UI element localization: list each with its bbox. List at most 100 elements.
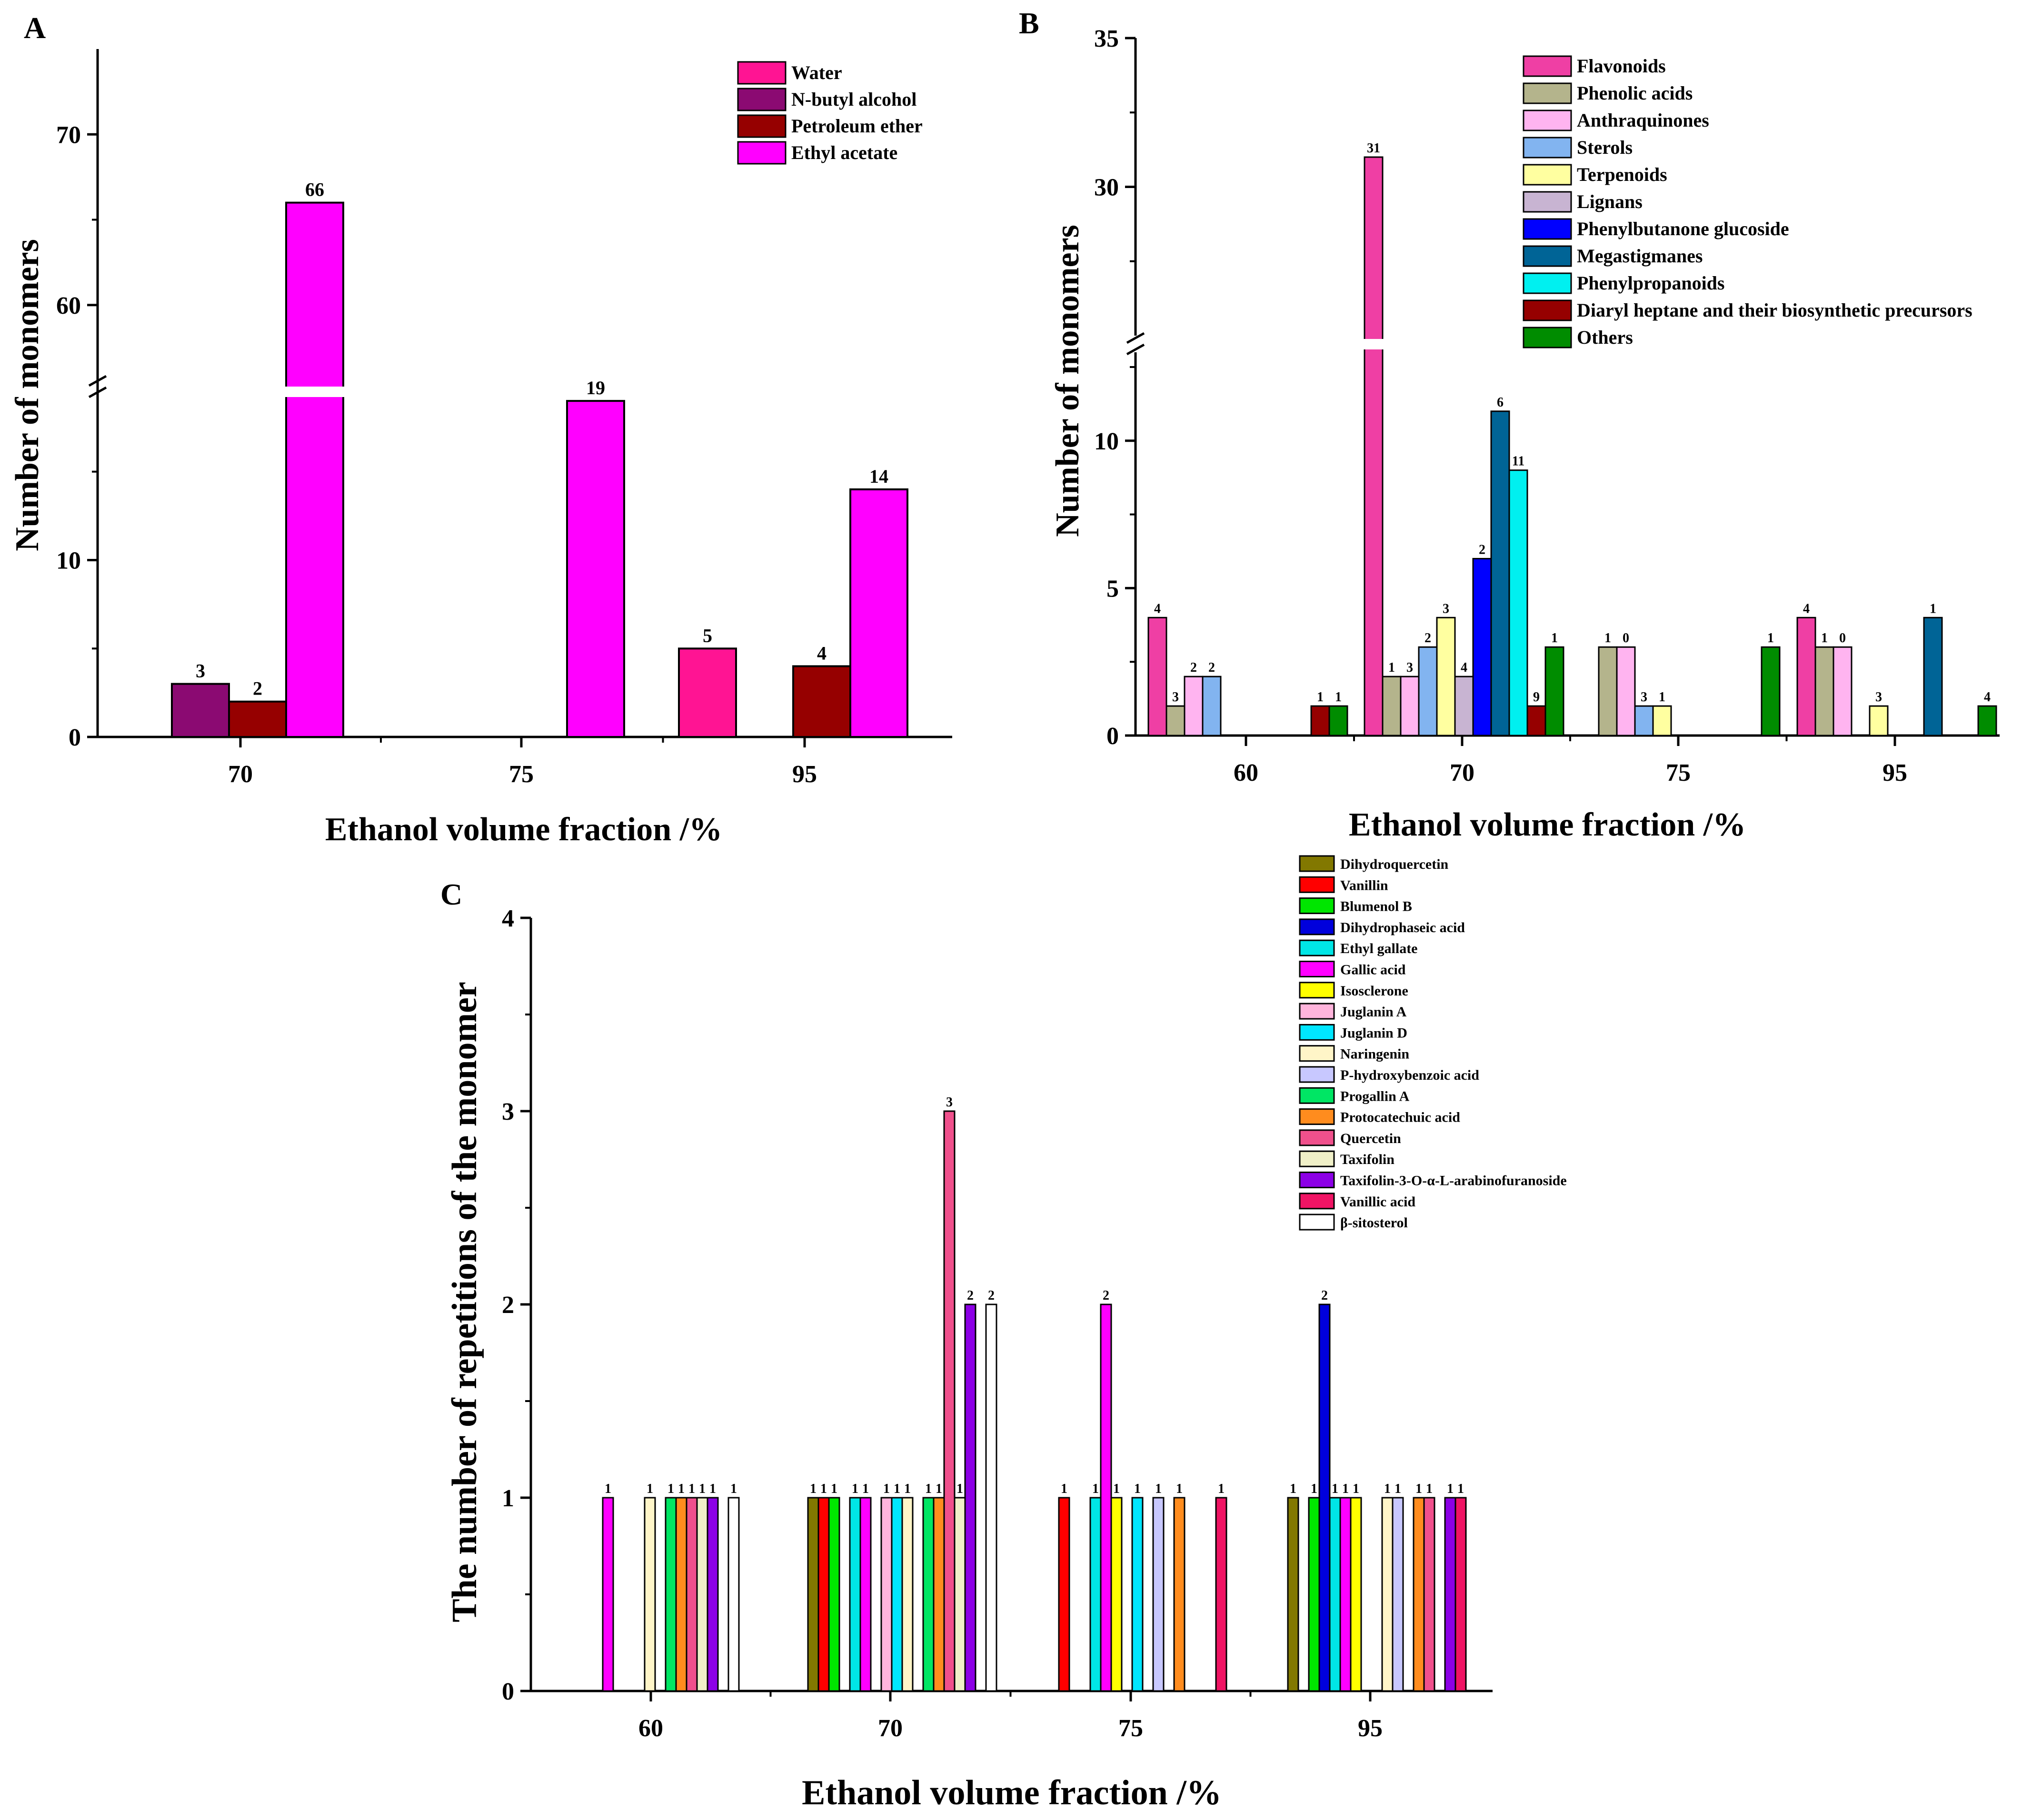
panel-c-bar-sitosterol [985, 1303, 997, 1692]
panel-c-bar-label: 1 [925, 1482, 932, 1496]
panel-c-bar-label: 1 [1415, 1482, 1422, 1496]
panel-a-bar-label: 14 [869, 466, 888, 487]
panel-b-bar-label: 4 [1803, 601, 1810, 616]
panel-b-y-tick-label: 0 [1106, 723, 1119, 750]
panel-c-bar-label: 1 [709, 1482, 716, 1496]
panel-c-bar-naringenin [901, 1497, 914, 1692]
panel-c-legend-swatch-vanillic-acid [1299, 1193, 1335, 1210]
panel-b-bar-sterols [1634, 705, 1654, 736]
panel-a-axis-break-b [88, 375, 107, 387]
panel-c-legend-label: Taxifolin-3-O-α-L-arabinofuranoside [1340, 1173, 1567, 1189]
panel-b-bar-label: 1 [1821, 631, 1828, 646]
panel-a-x-tick-label: 95 [792, 761, 817, 788]
panel-c-bar-gallic-acid [602, 1497, 614, 1692]
panel-a-legend-swatch-n-butyl-alcohol [737, 88, 787, 111]
panel-c-legend-label: Gallic acid [1340, 962, 1406, 978]
panel-c-bar-dihydroquercetin [1287, 1497, 1299, 1692]
panel-b-bar-anthraquinones [1184, 676, 1204, 736]
panel-b-legend-swatch-others [1523, 327, 1572, 348]
panel-c-bar-label: 1 [810, 1482, 817, 1496]
panel-a-legend: Water N-butyl alcohol Petroleum ether Ethyl… [737, 61, 923, 165]
panel-c-legend-label: β-sitosterol [1340, 1215, 1408, 1231]
panel-a-legend-label: N-butyl alcohol [791, 89, 916, 110]
panel-c-axes: 0 1 2 3 4 60 70 75 95 Ethanol volume fraction /% T… [445, 905, 1493, 1812]
panel-b-bar-label: 3 [1443, 601, 1449, 616]
panel-b-bar-sterols [1202, 676, 1222, 736]
panel-c-bar-label: 1 [1395, 1482, 1401, 1496]
panel-c-bar-vanillic-acid [1215, 1497, 1227, 1692]
panel-b-bar-label: 1 [1388, 660, 1395, 675]
panel-a-bar-label: 2 [253, 678, 262, 699]
panel-c-bar-ethyl-gallate [849, 1497, 861, 1692]
panel-b-x-axis-title: Ethanol volume fraction /% [1349, 806, 1746, 843]
panel-c-bar-taxifolin [696, 1497, 708, 1692]
panel-a-y-tick-label: 10 [56, 547, 81, 575]
panel-c-bar-label: 1 [831, 1482, 837, 1496]
panel-a-y-tick-label: 70 [56, 121, 81, 149]
panel-c-bar-gallic-acid [1100, 1303, 1112, 1692]
panel-c-legend-swatch-protocatechuic-acid [1299, 1108, 1335, 1125]
panel-b-legend-label: Sterols [1577, 137, 1633, 158]
panel-b-bar-anthraquinones [1616, 646, 1636, 736]
panel-b-bar-sterols [1418, 646, 1438, 736]
panel-c-y-tick-label: 2 [502, 1292, 514, 1319]
panel-c-bar-juglanin-a [880, 1497, 893, 1692]
panel-b-bar-megastigmanes [1490, 410, 1510, 736]
panel-a-bar-petroleum-ether [228, 700, 287, 738]
panel-b-bar-label: 1 [1335, 690, 1342, 705]
panel-c-bar-vanillin [1058, 1497, 1070, 1692]
panel-b-x-tick-label: 70 [1450, 759, 1474, 786]
panel-a-legend-label: Petroleum ether [791, 115, 923, 137]
panel-c-legend-swatch-gallic-acid [1299, 961, 1335, 977]
panel-c-x-tick-label: 70 [878, 1715, 903, 1742]
panel-c-bar-ethyl-gallate [1089, 1497, 1102, 1692]
panel-c-legend-label: Isosclerone [1340, 983, 1408, 999]
panel-c-legend-label: Ethyl gallate [1340, 941, 1418, 956]
panel-b-bar-label: 31 [1367, 141, 1380, 156]
panel-c-x-tick-label: 60 [638, 1715, 663, 1742]
panel-c-bar-label: 2 [967, 1288, 974, 1303]
panel-c-bar-label: 1 [1113, 1482, 1120, 1496]
panel-b-x-tick-label: 95 [1883, 759, 1907, 786]
panel-c-legend-swatch-dihydroquercetin [1299, 855, 1335, 872]
panel-c-bar-label: 1 [667, 1482, 674, 1496]
panel-c-bar-label: 1 [1218, 1482, 1225, 1496]
panel-c-bar-juglanin-d [891, 1497, 903, 1692]
panel-b-legend-label: Phenylbutanone glucoside [1577, 218, 1789, 239]
panel-c-bar-label: 1 [688, 1482, 695, 1496]
panel-a-bar-label: 5 [703, 625, 712, 646]
panel-b-bar-terpenoids [1869, 705, 1889, 736]
panel-b-legend-swatch-phenolic-acids [1523, 82, 1572, 104]
panel-c-legend-swatch-isosclerone [1299, 982, 1335, 999]
panel-a: A 0 10 60 70 70 75 95 Ethanol volume fraction /… [9, 11, 952, 848]
panel-b-legend: Flavonoids Phenolic acids Anthraquinones St… [1523, 55, 1972, 348]
panel-c-bar-label: 1 [820, 1482, 827, 1496]
panel-c-bar-protocatechuic-acid [675, 1497, 687, 1692]
panel-b-legend-swatch-phenylpropanoids [1523, 272, 1572, 294]
panel-c-legend-swatch-p-hydroxybenzoic-acid [1299, 1066, 1335, 1083]
panel-b-bar-label: 3 [1641, 690, 1647, 705]
panel-a-legend-swatch-ethyl-acetate [737, 141, 787, 165]
panel-a-bar-ethyl-acetate [566, 400, 625, 738]
panel-b-bar-label: 1 [1551, 631, 1558, 646]
panel-c-bar-juglanin-d [1131, 1497, 1144, 1692]
panel-b-bar-diaryl-heptane-and-their-biosynthetic-precursors [1526, 705, 1546, 736]
panel-c-bar-p-hydroxybenzoic-acid [1392, 1497, 1404, 1692]
panel-a-bar-ethyl-acetate [285, 201, 344, 738]
panel-b-bar-label: 2 [1424, 631, 1431, 646]
panel-b-bar-label: 1 [1930, 601, 1936, 616]
panel-b-bar-label: 1 [1767, 631, 1774, 646]
panel-c-bar-label: 1 [1353, 1482, 1359, 1496]
panel-b-bar-others [1977, 705, 1997, 736]
panel-c-bar-label: 1 [852, 1482, 858, 1496]
panel-c-bar-label: 1 [730, 1482, 737, 1496]
panel-c-x-tick-label: 75 [1118, 1715, 1143, 1742]
panel-b-legend-label: Lignans [1577, 191, 1643, 212]
panel-c-legend-swatch-naringenin [1299, 1045, 1335, 1062]
panel-c-legend-swatch-taxifolin [1299, 1150, 1335, 1167]
panel-b-bar-megastigmanes [1923, 617, 1943, 736]
panel-c-bar-ethyl-gallate [1329, 1497, 1341, 1692]
panel-c-bar-gallic-acid [859, 1497, 872, 1692]
panel-c-bar-protocatechuic-acid [1413, 1497, 1425, 1692]
panel-b-legend-label: Others [1577, 327, 1633, 348]
